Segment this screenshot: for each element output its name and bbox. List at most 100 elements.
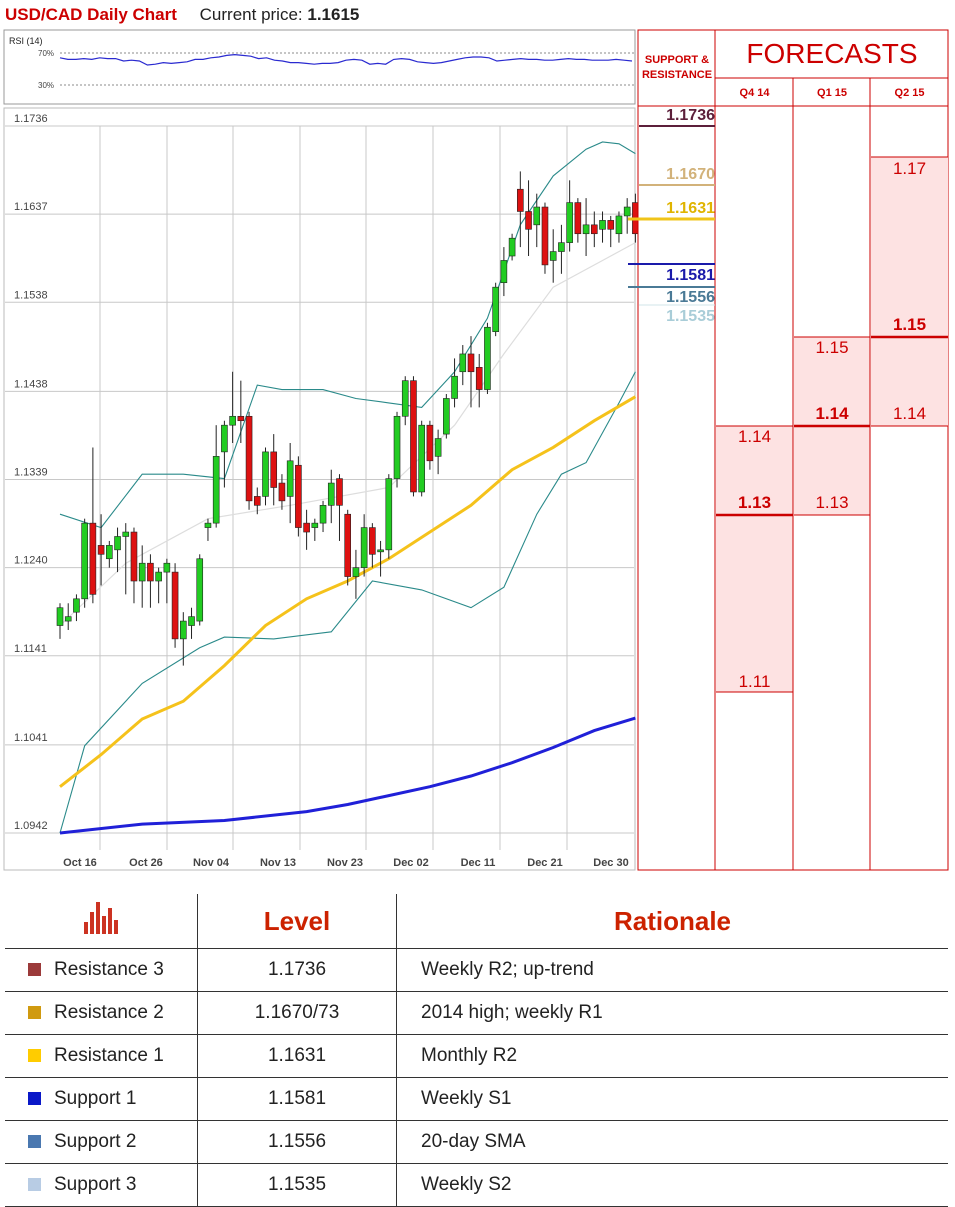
candle-down — [130, 531, 138, 582]
level-header: Level — [197, 894, 397, 949]
candle-down — [344, 513, 352, 577]
candle-up — [434, 438, 442, 457]
candle-up — [484, 326, 491, 390]
current-price-label: Current price: — [199, 5, 303, 24]
candle-down — [369, 527, 376, 555]
candle-up — [549, 251, 557, 261]
candle-down — [336, 478, 343, 506]
table-header-row: Level Rationale — [5, 894, 948, 949]
y-tick-label: 1.1538 — [14, 289, 48, 301]
candle-up — [196, 558, 204, 622]
candle-down — [97, 545, 105, 555]
candle-up — [56, 607, 64, 626]
table-row: Support 3 1.1535 Weekly S2 — [5, 1163, 948, 1207]
forecast-col-q1: Q1 15 — [817, 87, 847, 99]
candle-up — [73, 598, 80, 613]
color-swatch — [28, 1135, 41, 1148]
candle-up — [122, 531, 130, 537]
x-tick-label: Dec 30 — [593, 857, 628, 869]
candle-down — [525, 211, 532, 230]
rsi-label: RSI (14) — [9, 36, 43, 46]
row-label: Resistance 3 — [54, 959, 164, 980]
table-row: Support 1 1.1581 Weekly S1 — [5, 1077, 948, 1121]
color-swatch — [28, 1092, 41, 1105]
color-swatch — [28, 1006, 41, 1019]
forecast-col-q2: Q2 15 — [894, 87, 925, 99]
bar-chart-icon — [84, 901, 118, 934]
candle-down — [517, 188, 524, 212]
candle-up — [106, 545, 113, 560]
y-tick-label: 1.1041 — [14, 732, 48, 744]
rsi-30-label: 30% — [38, 81, 54, 90]
candle-down — [278, 482, 286, 502]
row-rationale: Weekly S1 — [396, 1077, 948, 1121]
y-axis: 1.1736 1.1637 1.1538 1.1438 1.1339 1.1240 1.11… — [14, 113, 48, 832]
row-rationale: 2014 high; weekly R1 — [396, 991, 948, 1035]
candle-up — [451, 375, 458, 399]
y-tick-label: 1.1736 — [14, 113, 48, 125]
y-tick-label: 1.0942 — [14, 820, 48, 832]
candle-down — [467, 353, 475, 373]
candle-down — [237, 415, 245, 422]
candle-up — [155, 571, 162, 582]
row-level: 1.1581 — [197, 1077, 397, 1121]
current-price-value: 1.1615 — [307, 5, 360, 24]
candle-down — [89, 522, 97, 595]
table-row: Resistance 1 1.1631 Monthly R2 — [5, 1034, 948, 1078]
candle-up — [500, 260, 508, 284]
candle-down — [426, 424, 434, 462]
table-row: Support 2 1.1556 20-day SMA — [5, 1120, 948, 1164]
candle-up — [377, 549, 384, 553]
forecast-col-q4: Q4 14 — [739, 87, 770, 99]
candle-down — [410, 380, 417, 493]
candle-up — [180, 620, 187, 640]
candle-up — [582, 224, 590, 235]
candle-up — [508, 237, 516, 257]
candle-up — [615, 215, 623, 235]
bollinger-upper-line — [59, 141, 636, 529]
x-tick-label: Oct 26 — [129, 857, 163, 869]
candle-down — [147, 562, 154, 582]
rsi-70-label: 70% — [38, 49, 54, 58]
row-rationale: 20-day SMA — [396, 1120, 948, 1164]
row-label: Resistance 1 — [54, 1045, 164, 1066]
candle-up — [566, 202, 573, 243]
x-axis: Oct 16 Oct 26 Nov 04 Nov 13 Nov 23 Dec 02 Dec … — [63, 857, 629, 869]
x-tick-label: Dec 21 — [527, 857, 562, 869]
forecast-q4-high: 1.14 — [737, 427, 772, 446]
forecast-q4-mid: 1.13 — [737, 493, 772, 512]
rationale-header: Rationale — [396, 894, 948, 949]
candle-up — [319, 505, 327, 524]
candle-up — [114, 536, 121, 551]
candle-down — [295, 464, 302, 528]
candle-up — [163, 562, 171, 573]
bar-chart-icon-cell — [5, 894, 198, 949]
candle-up — [558, 242, 565, 252]
chart-header: USD/CAD Daily Chart Current price: 1.161… — [5, 4, 359, 26]
candle-down — [253, 496, 261, 506]
sr-level-lines — [628, 125, 715, 306]
row-label: Support 1 — [54, 1088, 137, 1109]
y-tick-label: 1.1637 — [14, 201, 48, 213]
forecast-q1-high: 1.15 — [815, 338, 849, 357]
candle-up — [64, 616, 72, 622]
row-label: Resistance 2 — [54, 1002, 164, 1023]
candle-up — [188, 616, 195, 626]
sr-header: SUPPORT & RESISTANCE — [641, 54, 713, 81]
bollinger-lower-line — [59, 371, 636, 834]
forecast-q1-low: 1.13 — [815, 493, 849, 512]
candle-down — [303, 522, 310, 533]
candle-up — [385, 478, 393, 551]
candle-up — [229, 415, 236, 426]
sma-blue-line — [59, 716, 636, 835]
table-row: Resistance 2 1.1670/73 2014 high; weekly… — [5, 991, 948, 1035]
forecast-shades — [716, 156, 948, 693]
forecast-q2-low: 1.14 — [892, 404, 927, 423]
row-level: 1.1631 — [197, 1034, 397, 1078]
candle-up — [81, 522, 88, 600]
candles — [56, 171, 639, 666]
row-rationale: Monthly R2 — [396, 1034, 948, 1078]
sr-level-r2: 1.1670 — [666, 166, 715, 183]
x-tick-label: Nov 04 — [193, 857, 230, 869]
candle-up — [212, 456, 220, 524]
